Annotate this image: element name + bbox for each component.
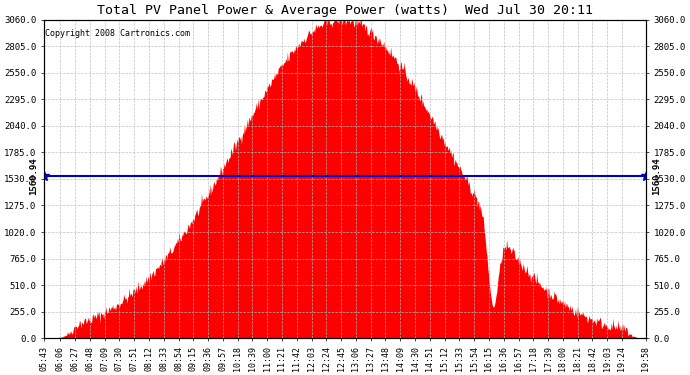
Text: Copyright 2008 Cartronics.com: Copyright 2008 Cartronics.com xyxy=(46,29,190,38)
Text: 1560.94: 1560.94 xyxy=(29,157,38,195)
Title: Total PV Panel Power & Average Power (watts)  Wed Jul 30 20:11: Total PV Panel Power & Average Power (wa… xyxy=(97,4,593,17)
Text: 1560.94: 1560.94 xyxy=(652,157,661,195)
